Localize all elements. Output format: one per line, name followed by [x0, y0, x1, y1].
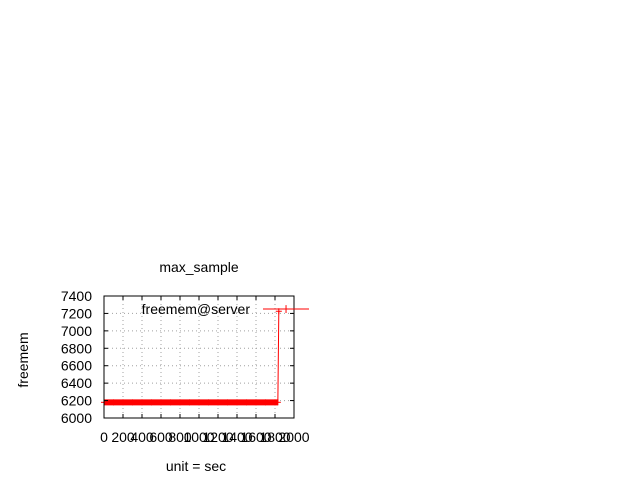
y-tick-label: 7400 [61, 288, 92, 304]
y-tick-label: 6000 [61, 410, 92, 426]
x-tick-label: 400 [130, 429, 154, 445]
data-point [129, 399, 136, 406]
data-point [196, 399, 202, 406]
data-point [205, 399, 212, 406]
legend-label: freemem@server [142, 301, 251, 317]
series-line [104, 311, 280, 403]
y-tick-label: 6800 [61, 340, 92, 356]
data-point [243, 399, 250, 406]
data-point [177, 399, 183, 406]
data-point [167, 399, 174, 406]
x-tick-label: 600 [149, 429, 173, 445]
data-point [234, 399, 240, 406]
y-tick-label: 7000 [61, 323, 92, 339]
y-axis-label: freemem [15, 332, 31, 387]
series-layer [101, 308, 282, 406]
x-axis-label: unit = sec [166, 458, 226, 474]
data-point [139, 399, 145, 406]
data-point [253, 399, 259, 406]
x-tick-label: 1000 [183, 429, 214, 445]
y-tick-label: 7200 [61, 305, 92, 321]
legend: freemem@server + [142, 301, 309, 317]
grid-lines [104, 296, 294, 418]
data-point [262, 399, 269, 406]
data-point [120, 399, 126, 406]
x-tick-label: 200 [111, 429, 135, 445]
y-tick-label: 6400 [61, 375, 92, 391]
x-tick-label: 1600 [240, 429, 271, 445]
chart-title: max_sample [159, 259, 239, 275]
legend-swatch-marker: + [281, 302, 291, 316]
data-point [274, 399, 281, 406]
x-tick-label: 0 [100, 429, 108, 445]
y-tick-label: 6200 [61, 393, 92, 409]
x-tick-label: 800 [168, 429, 192, 445]
x-tick-label: 1800 [259, 429, 290, 445]
x-tick-label: 1400 [221, 429, 252, 445]
y-tick-label: 6600 [61, 358, 92, 374]
data-point [158, 399, 164, 406]
data-point [224, 399, 231, 406]
data-point [110, 399, 117, 406]
x-tick-label: 2000 [278, 429, 309, 445]
data-point [186, 399, 193, 406]
data-point [215, 399, 221, 406]
data-point [148, 399, 155, 406]
x-tick-label: 1200 [202, 429, 233, 445]
